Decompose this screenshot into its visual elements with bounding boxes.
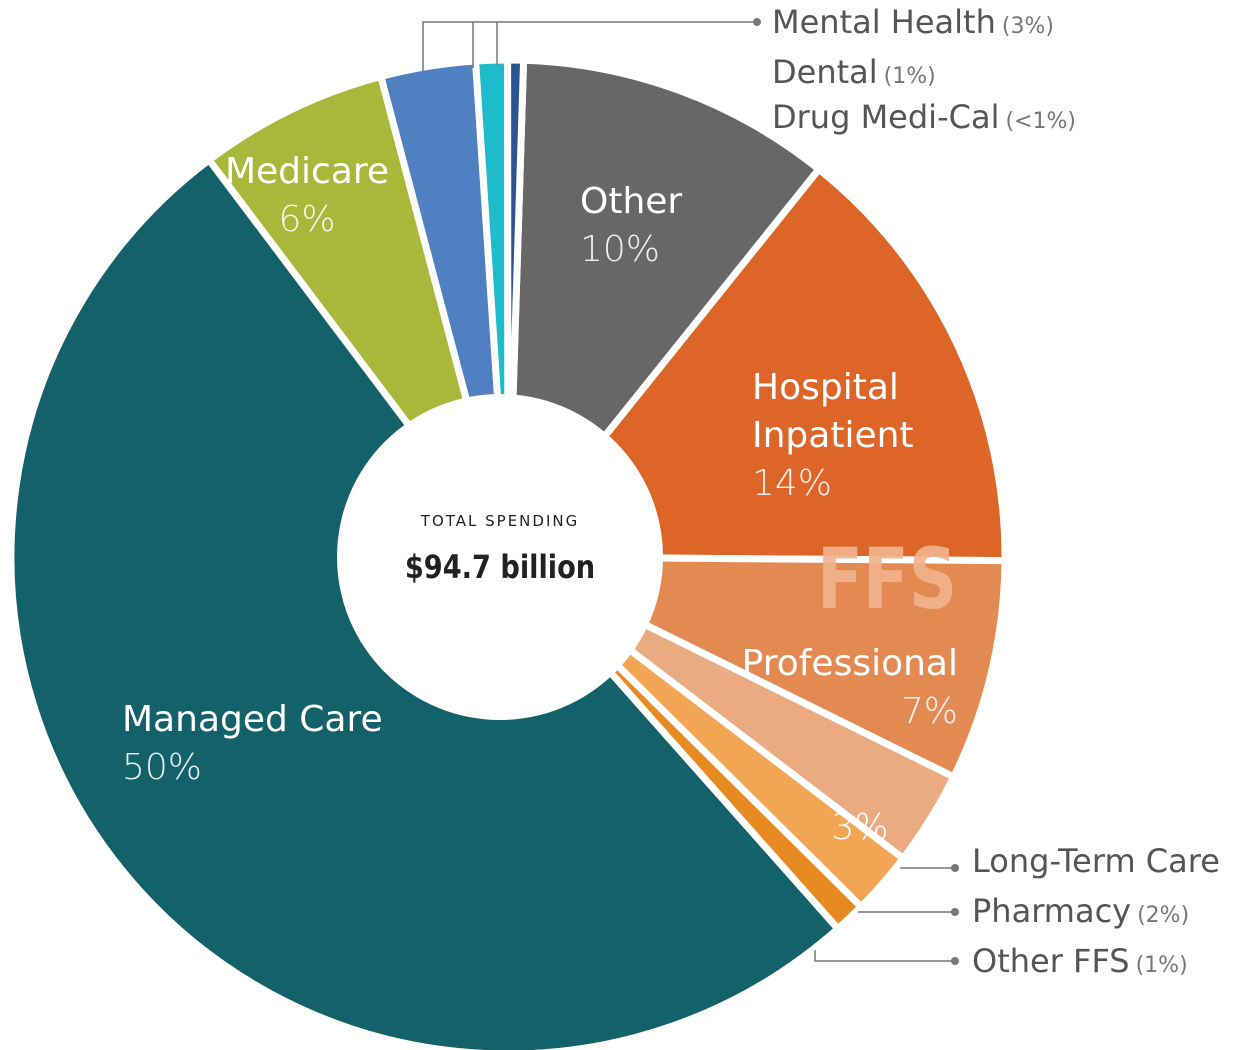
slice-name: Pharmacy bbox=[972, 892, 1132, 930]
outside-label: Mental Health (3%) bbox=[772, 2, 1054, 47]
outside-label: Long-Term Care bbox=[972, 841, 1220, 881]
leader-line bbox=[814, 950, 955, 962]
slice-name: Other FFS bbox=[972, 942, 1130, 980]
leader-dot bbox=[951, 908, 959, 916]
slice-value: 3% bbox=[831, 807, 889, 848]
outside-label: Dental (1%) bbox=[772, 52, 936, 97]
slice-name: Long-Term Care bbox=[972, 842, 1220, 880]
slice-name: Medicare bbox=[224, 151, 390, 192]
slice-name: Drug Medi-Cal bbox=[772, 98, 1000, 136]
leader-line bbox=[422, 21, 757, 72]
slice-value: 50% bbox=[122, 747, 203, 788]
slice-value: 10% bbox=[580, 229, 661, 270]
slice-value: (2%) bbox=[1137, 903, 1190, 928]
slice-name: Managed Care bbox=[122, 699, 383, 740]
center-label: TOTAL SPENDING bbox=[420, 512, 580, 530]
center-value: $94.7 billion bbox=[404, 548, 596, 586]
outside-label: Pharmacy (2%) bbox=[972, 891, 1189, 936]
slice-value: 7% bbox=[900, 691, 958, 732]
slice-name: Other bbox=[580, 181, 683, 222]
leader-dot bbox=[951, 957, 959, 965]
slice-label: Other 10% bbox=[580, 178, 682, 274]
leader-dot bbox=[951, 864, 959, 872]
slice-value: 14% bbox=[752, 463, 833, 504]
slice-name: Professional bbox=[741, 643, 958, 684]
hole bbox=[337, 394, 663, 720]
slice-label: Medicare 6% bbox=[207, 148, 407, 244]
annotation: FFS bbox=[817, 530, 958, 628]
slice-name: Mental Health bbox=[772, 3, 996, 41]
slice-value: (3%) bbox=[1001, 14, 1054, 39]
slice-label: Professional 7% bbox=[700, 640, 958, 736]
slice-value: (1%) bbox=[1135, 953, 1188, 978]
slice-value: (<1%) bbox=[1005, 109, 1076, 134]
outside-label: Other FFS (1%) bbox=[972, 941, 1188, 986]
slice-value: (1%) bbox=[883, 64, 936, 89]
leader-dot bbox=[753, 18, 761, 26]
slice-value: 6% bbox=[278, 199, 336, 240]
slice-label: Managed Care 50% bbox=[122, 696, 383, 792]
slice-name: Hospital Inpatient bbox=[752, 367, 914, 456]
slice-label: Hospital Inpatient 14% bbox=[752, 364, 972, 508]
outside-label: Drug Medi-Cal (<1%) bbox=[772, 97, 1076, 142]
slice-name: Dental bbox=[772, 53, 878, 91]
